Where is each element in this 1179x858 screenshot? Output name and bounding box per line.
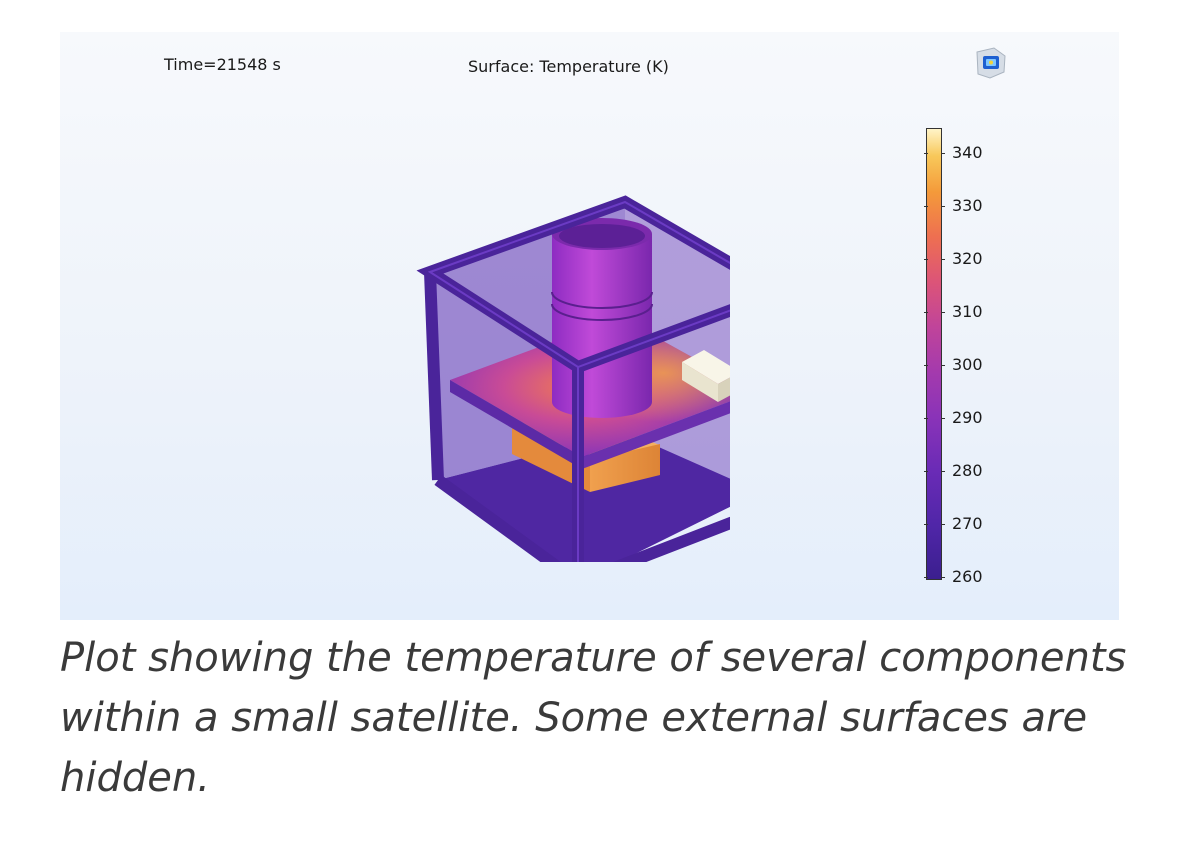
colorbar-tick — [920, 524, 948, 525]
colorbar-tick — [920, 206, 948, 207]
colorbar-tick-label: 280 — [952, 461, 983, 480]
colorbar-tick-label: 290 — [952, 408, 983, 427]
colorbar-tick-label: 260 — [952, 567, 983, 586]
plot-panel: Time=21548 s Surface: Temperature (K) — [60, 32, 1119, 620]
colorbar-tick-label: 300 — [952, 355, 983, 374]
colorbar-tick — [920, 259, 948, 260]
app-logo-icon — [976, 47, 1006, 79]
colorbar-tick-label: 340 — [952, 143, 983, 162]
colorbar-tick — [920, 471, 948, 472]
colorbar-tick-label: 270 — [952, 514, 983, 533]
colorbar-tick — [920, 312, 948, 313]
satellite-3d-model — [416, 195, 730, 562]
time-label: Time=21548 s — [164, 55, 281, 74]
colorbar-tick-label: 310 — [952, 302, 983, 321]
figure-caption: Plot showing the temperature of several … — [60, 635, 1127, 801]
colorbar-tick — [920, 577, 948, 578]
colorbar-tick-label: 330 — [952, 196, 983, 215]
colorbar-tick — [920, 418, 948, 419]
colorbar-tick — [920, 153, 948, 154]
colorbar-tick-label: 320 — [952, 249, 983, 268]
plot-title: Surface: Temperature (K) — [468, 57, 669, 76]
colorbar — [926, 128, 942, 580]
colorbar-tick — [920, 365, 948, 366]
